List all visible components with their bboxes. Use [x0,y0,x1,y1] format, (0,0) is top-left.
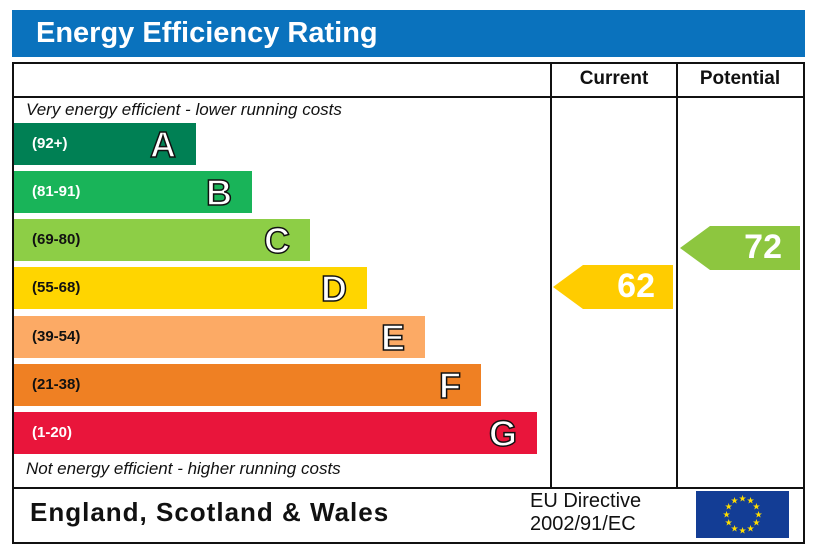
star-icon: ★ [746,523,754,533]
band-range: (1-20) [32,424,73,441]
star-icon: ★ [746,496,754,506]
title-bar: Energy Efficiency Rating [12,10,805,57]
band-letter: D [320,267,348,310]
star-icon: ★ [730,496,738,506]
divider [12,487,803,489]
directive-line2: 2002/91/EC [530,513,636,535]
star-icon: ★ [730,523,738,533]
eu-directive: EU Directive 2002/91/EC [530,490,641,536]
star-icon: ★ [725,502,733,512]
band-range: (81-91) [32,183,81,200]
eu-flag-icon: ★ ★ ★ ★ ★ ★ ★ ★ ★ ★ ★ ★ [696,491,789,538]
band-D: (55-68) D [14,267,367,310]
star-icon: ★ [738,494,746,504]
star-icon: ★ [722,510,730,520]
region-label: England, Scotland & Wales [30,497,390,527]
current-rating-arrow: 62 [553,265,673,309]
band-G: (1-20) G [14,412,537,455]
directive-line1: EU Directive [530,490,642,512]
band-range: (92+) [32,135,68,152]
potential-rating-arrow: 72 [680,226,800,270]
star-icon: ★ [738,526,746,536]
band-E: (39-54) E [14,316,425,359]
band-F: (21-38) F [14,364,481,407]
chart-title: Energy Efficiency Rating [36,17,378,49]
star-icon: ★ [754,510,762,520]
current-rating-value: 62 [617,267,655,305]
band-range: (69-80) [32,231,81,248]
band-B: (81-91) B [14,171,252,214]
star-icon: ★ [752,502,760,512]
divider [12,96,803,98]
divider [550,62,552,489]
band-letter: F [438,364,462,407]
bottom-note: Not energy efficient - higher running co… [26,459,341,478]
top-note: Very energy efficient - lower running co… [26,100,342,119]
star-icon: ★ [752,518,760,528]
potential-rating-value: 72 [744,228,782,266]
band-A: (92+) A [14,123,196,166]
band-range: (21-38) [32,376,81,393]
band-letter: C [263,219,291,262]
star-icon: ★ [725,518,733,528]
rating-table [12,62,805,544]
band-letter: E [380,316,406,359]
band-C: (69-80) C [14,219,310,262]
band-range: (39-54) [32,328,81,345]
column-header-potential: Potential [699,68,781,89]
band-letter: B [205,171,233,214]
divider [676,62,678,489]
band-range: (55-68) [32,279,81,296]
column-header-current: Current [579,68,649,89]
band-letter: G [488,412,518,455]
band-letter: A [149,123,177,166]
